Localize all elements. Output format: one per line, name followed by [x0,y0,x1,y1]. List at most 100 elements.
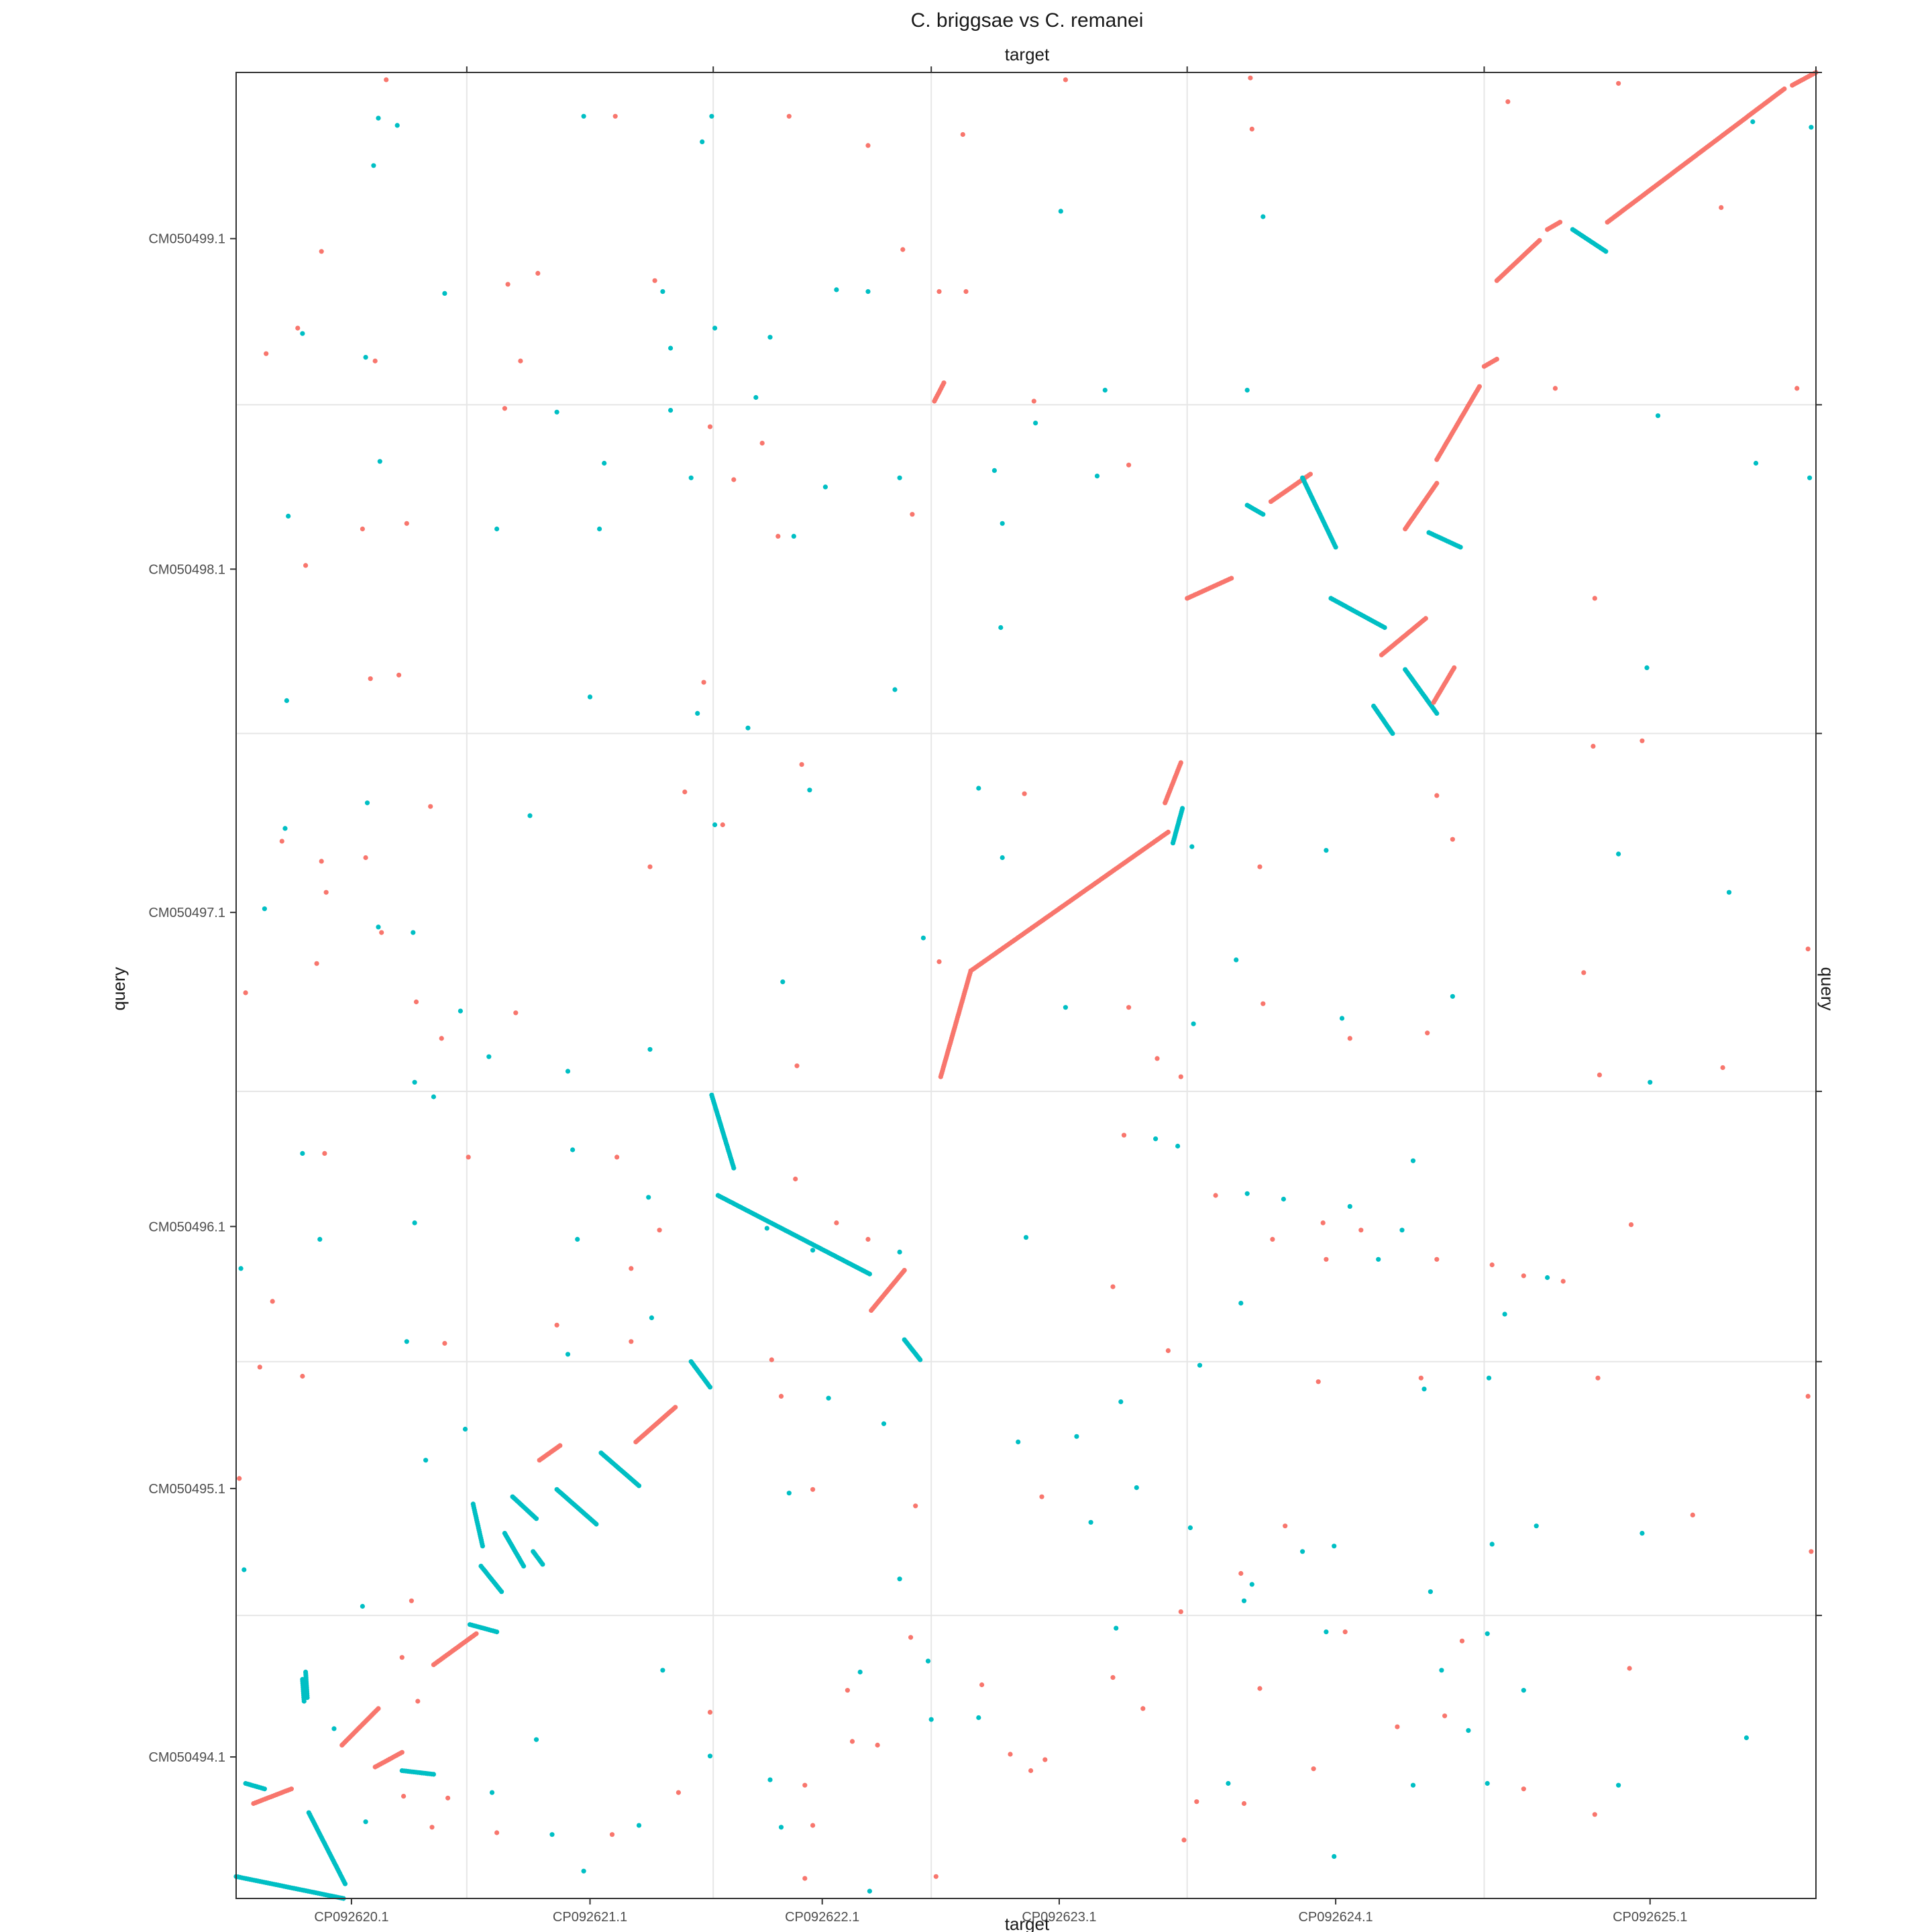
alignment-point [376,924,381,930]
alignment-point [609,1832,615,1837]
alignment-point [1592,596,1597,601]
alignment-point [652,278,657,283]
alignment-point [1229,576,1234,581]
alignment-point [941,380,947,386]
panel-background [236,72,1816,1898]
alignment-point [657,1228,662,1233]
alignment-point [810,1487,816,1492]
alignment-point [1260,512,1266,517]
alignment-point [1794,386,1800,391]
alignment-point [1333,545,1338,550]
alignment-point [834,1220,839,1226]
alignment-point [1581,970,1587,975]
alignment-point [1537,237,1542,243]
alignment-point [647,1046,653,1052]
alignment-point [1489,1262,1495,1268]
alignment-point [533,1737,539,1742]
alignment-point [1720,1065,1725,1071]
alignment-point [412,1079,417,1085]
x-tick-label: CP092625.1 [1613,1910,1687,1925]
alignment-point [1241,1801,1247,1807]
alignment-point [810,1248,816,1253]
alignment-point [707,1385,713,1390]
alignment-point [364,800,370,806]
alignment-point [1110,1284,1116,1289]
alignment-point [401,1794,407,1799]
alignment-point [928,1717,934,1722]
alignment-point [597,526,602,532]
alignment-point [554,409,559,415]
alignment-point [976,1715,981,1721]
alignment-point [660,1668,665,1673]
alignment-point [676,1790,682,1795]
alignment-point [474,1631,479,1636]
alignment-point [1300,1549,1305,1554]
x-tick-label: CP092621.1 [553,1910,627,1925]
alignment-point [1178,1074,1183,1079]
alignment-point [881,1421,887,1426]
alignment-point [1316,1379,1321,1385]
alignment-point [300,1150,305,1156]
alignment-point [712,325,718,331]
alignment-point [1395,1724,1400,1729]
alignment-point [1726,890,1732,895]
alignment-point [1442,1713,1448,1719]
alignment-point [1189,844,1195,849]
alignment-point [1627,1666,1632,1671]
alignment-point [998,625,1004,631]
alignment-point [396,672,402,678]
alignment-point [1450,837,1455,842]
alignment-point [780,979,786,985]
x-tick-label: CP092623.1 [1022,1910,1096,1925]
alignment-point [759,441,765,446]
alignment-point [1140,1706,1146,1711]
alignment-point [1248,75,1253,80]
alignment-point [660,289,665,294]
alignment-point [769,1357,774,1362]
alignment-point [243,990,248,996]
alignment-point [668,408,674,413]
alignment-point [700,139,705,144]
alignment-point [1197,1362,1203,1368]
alignment-point [415,1699,421,1704]
alignment-point [1260,214,1266,219]
alignment-point [857,1669,863,1675]
alignment-point [1063,1005,1068,1010]
alignment-point [647,864,653,869]
alignment-point [423,1458,429,1463]
alignment-point [305,1695,310,1701]
alignment-point [581,113,586,119]
alignment-point [902,1268,907,1273]
alignment-point [1805,1393,1811,1399]
alignment-point [1000,855,1005,861]
alignment-point [1347,1203,1352,1209]
x-axis-label: target [1005,1914,1050,1932]
alignment-point [1033,421,1038,426]
alignment-point [322,1150,327,1156]
alignment-point [1039,1494,1044,1499]
alignment-point [1805,947,1811,952]
alignment-point [767,335,773,340]
alignment-point [822,484,828,490]
alignment-point [649,1315,655,1320]
alignment-point [745,725,751,731]
alignment-point [1466,1728,1471,1733]
alignment-point [565,1352,571,1357]
alignment-point [264,351,269,356]
alignment-point [1118,1399,1124,1405]
alignment-point [688,475,694,480]
alignment-point [629,1339,634,1344]
alignment-point [518,358,523,364]
alignment-point [826,1395,831,1401]
y-tick-label: CM050499.1 [148,232,225,247]
alignment-point [1320,1220,1326,1226]
alignment-point [300,331,305,336]
alignment-point [892,687,898,692]
y-axis-right-label: query [1817,967,1837,1010]
alignment-point [494,1629,500,1635]
alignment-point [379,930,384,935]
alignment-point [1719,205,1724,210]
alignment-point [913,1503,918,1509]
alignment-point [614,1155,620,1160]
alignment-point [540,1562,545,1567]
